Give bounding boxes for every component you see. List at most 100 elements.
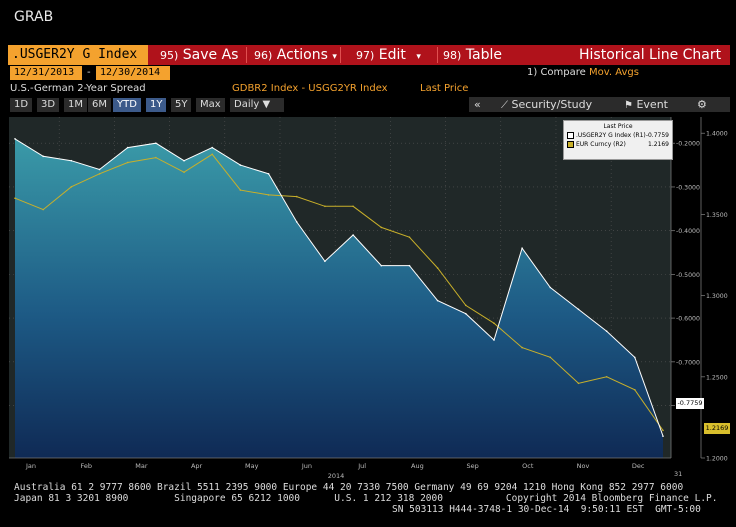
chart-legend: Last Price .USGER2Y G Index (R1) -0.7759… <box>563 120 673 160</box>
edit-label: Edit <box>378 47 406 63</box>
y1-tick-label: -0.2000 <box>676 141 700 148</box>
y2-tick-label: 1.2500 <box>706 374 728 381</box>
window-title: GRAB <box>14 9 54 25</box>
end-date-field[interactable]: 12/30/2014 <box>96 66 170 80</box>
series-2-line <box>14 153 664 431</box>
event-button[interactable]: ⚑ Event <box>624 98 668 111</box>
x-tick-label: Jul <box>357 462 366 470</box>
compare-num: 1) <box>527 67 538 78</box>
series-2-point <box>549 356 552 359</box>
last-value-badge-1: -0.7759 <box>676 398 704 409</box>
range-button-1d[interactable]: 1D <box>10 98 33 112</box>
series-1-point <box>464 312 467 315</box>
toolbar-divider <box>340 47 341 63</box>
series-1-point <box>126 146 129 149</box>
legend-title: Last Price <box>603 123 633 130</box>
series-1-area <box>15 138 663 458</box>
series-1-point <box>577 308 580 311</box>
table-button[interactable]: 98) Table <box>443 45 502 65</box>
series-1-point <box>70 159 73 162</box>
series-1-point <box>155 142 157 145</box>
frequency-label: Daily <box>234 99 260 110</box>
series-1-point <box>662 435 664 437</box>
legend-value-2: 1.2169 <box>648 141 669 148</box>
legend-entry-2: EUR Curncy (R2) 1.2169 <box>564 139 672 148</box>
footer-line-3: SN 503113 H444-3748-1 30-Dec-14 9:50:11 … <box>392 504 701 515</box>
series-1-point <box>14 138 16 140</box>
last-price-label: Last Price <box>420 83 469 94</box>
edit-button[interactable]: 97) Edit ▾ <box>356 45 421 65</box>
legend-swatch-2 <box>567 141 574 148</box>
x-tick-label: Nov <box>577 462 590 470</box>
x-tick-label: Dec <box>632 462 645 470</box>
save-as-label: Save As <box>182 47 239 63</box>
triangle-down-icon: ▼ <box>262 99 271 110</box>
y2-tick-label: 1.4000 <box>706 131 728 138</box>
x-tick-label: Feb <box>80 462 92 470</box>
series-1-point <box>549 286 552 289</box>
view-title: Historical Line Chart <box>579 47 722 63</box>
event-label: Event <box>636 98 668 111</box>
toolbar <box>8 45 730 65</box>
start-date-field[interactable]: 12/31/2013 <box>10 66 82 80</box>
event-icon: ⚑ <box>624 100 633 111</box>
x-tick-label: Aug <box>411 462 424 470</box>
y1-tick-label: -0.7000 <box>676 359 700 366</box>
toolbar-divider <box>437 47 438 63</box>
series-1-point <box>42 155 44 158</box>
y1-tick-label: -0.4000 <box>676 228 700 235</box>
collapse-icon[interactable]: « <box>474 98 481 111</box>
y2-tick-label: 1.3500 <box>706 212 728 219</box>
series-1-point <box>211 146 214 149</box>
y2-tick-label: 1.2000 <box>706 456 728 463</box>
series-1-point <box>380 264 383 267</box>
x-tick-label: Apr <box>191 462 203 470</box>
series-1-point <box>493 339 495 341</box>
toolbar-divider <box>246 47 247 63</box>
formula-label: GDBR2 Index - USGG2YR Index <box>232 83 388 94</box>
series-2-point <box>267 194 270 196</box>
last-value-badge-2: 1.2169 <box>704 423 730 434</box>
actions-button[interactable]: 96) Actions ▾ <box>254 45 337 65</box>
series-1-line <box>14 138 664 437</box>
series-2-point <box>380 226 383 229</box>
mov-avgs-link[interactable]: Mov. Avgs <box>589 67 639 78</box>
y1-tick-label: -0.6000 <box>676 316 700 323</box>
series-2-point <box>239 189 242 191</box>
series-1-point <box>295 221 298 223</box>
save-as-button[interactable]: 95) Save As <box>160 45 238 65</box>
series-2-point <box>436 267 439 269</box>
series-2-point <box>634 389 636 391</box>
series-2-point <box>98 173 101 175</box>
frequency-dropdown[interactable]: Daily ▼ <box>230 98 284 112</box>
compare-control[interactable]: 1) Compare Mov. Avgs <box>527 67 639 78</box>
range-button-ytd[interactable]: YTD <box>113 98 141 112</box>
gear-icon[interactable]: ⚙ <box>697 98 707 111</box>
series-2-point <box>211 153 214 156</box>
x-tick-label: Oct <box>522 462 534 470</box>
x-axis: Jan Feb Mar Apr May Jun Jul Aug Sep Oct Nov Dec 2014… <box>9 457 682 480</box>
y1-tick-label: -0.3000 <box>676 184 700 191</box>
series-1-point <box>521 247 523 249</box>
range-button-5y[interactable]: 5Y <box>171 98 192 112</box>
range-button-3d[interactable]: 3D <box>37 98 60 112</box>
ticker-field[interactable]: .USGER2Y G Index <box>8 45 148 65</box>
range-button-max[interactable]: Max <box>196 98 225 112</box>
range-button-1m[interactable]: 1M <box>64 98 87 112</box>
series-1-point <box>324 260 326 263</box>
range-button-1y[interactable]: 1Y <box>146 98 167 112</box>
data-points <box>14 138 664 437</box>
security-study-button[interactable]: ⟋ Security/Study <box>501 98 592 111</box>
compare-label: Compare <box>540 67 586 78</box>
caret-down-icon: ▾ <box>416 52 421 62</box>
series-1-point <box>634 356 636 359</box>
legend-name-1: .USGER2Y G Index (R1) <box>576 132 646 139</box>
series-2-point <box>126 161 129 164</box>
series-2-point <box>352 205 354 208</box>
series-2-point <box>70 186 73 188</box>
table-num: 98) <box>443 49 462 62</box>
actions-num: 96) <box>254 49 273 62</box>
series-2-point <box>408 236 411 238</box>
range-button-6m[interactable]: 6M <box>88 98 111 112</box>
